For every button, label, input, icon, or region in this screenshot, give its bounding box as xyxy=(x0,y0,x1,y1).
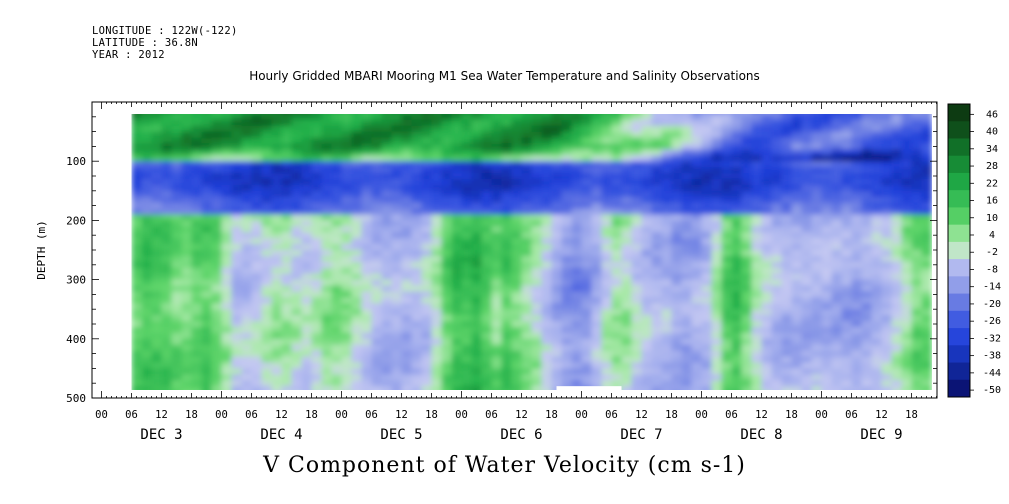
x-hour-label: 06 xyxy=(845,409,858,421)
colorbar-label: -8 xyxy=(986,264,998,275)
x-hour-label: 18 xyxy=(305,409,318,421)
colorbar-label: -26 xyxy=(983,316,1001,327)
x-hour-label: 18 xyxy=(425,409,438,421)
data-gap xyxy=(556,386,622,395)
x-hour-label: 12 xyxy=(395,409,408,421)
x-hour-label: 12 xyxy=(275,409,288,421)
x-axis-title: V Component of Water Velocity (cm s-1) xyxy=(263,453,746,478)
x-hour-label: 06 xyxy=(125,409,138,421)
x-hour-label: 18 xyxy=(545,409,558,421)
colorbar-swatch xyxy=(948,121,970,139)
colorbar-swatch xyxy=(948,241,970,260)
colorbar-frame xyxy=(947,103,971,398)
colorbar-swatch xyxy=(948,276,970,294)
x-hour-label: 12 xyxy=(875,409,888,421)
colorbar-label: 10 xyxy=(986,213,998,224)
x-hour-label: 00 xyxy=(335,409,348,421)
x-day-label: DEC 4 xyxy=(260,427,302,443)
x-day-label: DEC 8 xyxy=(740,427,782,443)
x-hour-label: 00 xyxy=(455,409,468,421)
y-tick-label: 200 xyxy=(66,214,86,227)
colorbar-swatch xyxy=(948,310,970,329)
colorbar-swatch xyxy=(948,155,970,174)
colorbar-label: 46 xyxy=(986,109,998,120)
colorbar-label: -44 xyxy=(983,368,1001,379)
x-hour-label: 12 xyxy=(155,409,168,421)
x-hour-label: 18 xyxy=(185,409,198,421)
colorbar-swatch xyxy=(948,207,970,226)
longitude-label: LONGITUDE : 122W(-122) xyxy=(92,25,238,37)
x-hour-label: 00 xyxy=(95,409,108,421)
colorbar-swatch xyxy=(948,172,970,191)
x-hour-label: 12 xyxy=(635,409,648,421)
x-hour-label: 06 xyxy=(365,409,378,421)
colorbar-label: 4 xyxy=(989,230,995,241)
colorbar-swatch xyxy=(948,379,970,398)
x-hour-label: 18 xyxy=(905,409,918,421)
x-hour-label: 00 xyxy=(695,409,708,421)
colorbar-label: 22 xyxy=(986,178,998,189)
colorbar: 46 40 34 28 22 16 10 4 -2 -8 -14 -20 -26 -32 -38 -44 -50 xyxy=(947,103,1001,398)
x-hour-label: 06 xyxy=(605,409,618,421)
y-tick-label: 500 xyxy=(66,392,86,405)
x-day-label: DEC 7 xyxy=(620,427,662,443)
y-axis: 100 200 300 400 500 DEPTH (m) xyxy=(35,155,86,405)
year-label: YEAR : 2012 xyxy=(92,49,165,61)
x-day-label: DEC 9 xyxy=(860,427,902,443)
x-hour-label: 18 xyxy=(665,409,678,421)
colorbar-swatch xyxy=(948,259,970,277)
colorbar-swatch xyxy=(948,345,970,363)
x-hour-label: 00 xyxy=(215,409,228,421)
x-hour-label: 00 xyxy=(815,409,828,421)
data-gap-block xyxy=(556,386,622,395)
x-day-label: DEC 6 xyxy=(500,427,542,443)
x-hour-label: 00 xyxy=(575,409,588,421)
x-day-label: DEC 5 xyxy=(380,427,422,443)
colorbar-label: 16 xyxy=(986,196,998,207)
colorbar-swatch xyxy=(948,104,970,122)
x-axis: 00 06 12 18 00 06 12 18 00 06 12 18 00 06 12 18 00 06 12 18… xyxy=(95,409,918,443)
colorbar-label: -32 xyxy=(983,333,1001,344)
colorbar-label: -2 xyxy=(986,247,998,258)
y-tick-label: 300 xyxy=(66,274,86,287)
x-hour-label: 06 xyxy=(725,409,738,421)
colorbar-label: 28 xyxy=(986,161,998,172)
x-hour-label: 12 xyxy=(755,409,768,421)
y-tick-label: 400 xyxy=(66,333,86,346)
axis-ticks xyxy=(92,101,937,399)
colorbar-label: -14 xyxy=(983,282,1001,293)
colorbar-swatch xyxy=(948,190,970,208)
colorbar-swatch xyxy=(948,224,970,243)
y-tick-label: 100 xyxy=(66,155,86,168)
colorbar-label: -50 xyxy=(983,385,1001,396)
x-hour-label: 06 xyxy=(485,409,498,421)
x-hour-label: 18 xyxy=(785,409,798,421)
heatmap-field xyxy=(131,114,932,390)
latitude-label: LATITUDE : 36.8N xyxy=(92,37,198,49)
chart-title: Hourly Gridded MBARI Mooring M1 Sea Wate… xyxy=(249,69,760,83)
colorbar-swatch xyxy=(948,138,970,157)
colorbar-swatch xyxy=(948,293,970,312)
colorbar-swatch xyxy=(948,362,970,381)
colorbar-label: -38 xyxy=(983,351,1001,362)
x-hour-label: 12 xyxy=(515,409,528,421)
y-axis-title: DEPTH (m) xyxy=(35,220,48,280)
x-hour-label: 06 xyxy=(245,409,258,421)
colorbar-swatch xyxy=(948,328,970,346)
colorbar-label: -20 xyxy=(983,299,1001,310)
colorbar-label: 34 xyxy=(986,144,998,155)
x-day-label: DEC 3 xyxy=(140,427,182,443)
colorbar-label: 40 xyxy=(986,127,998,138)
